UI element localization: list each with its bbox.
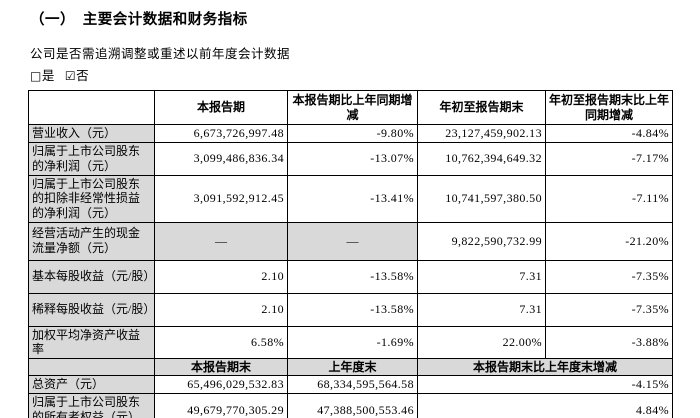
checkbox-unchecked-icon: □ xyxy=(30,69,42,83)
row-label: 营业收入（元） xyxy=(28,124,155,143)
checkbox-yes-label: 是 xyxy=(41,69,55,83)
cell-current-vs-prior: — xyxy=(287,221,418,261)
cell-ytd-vs-prior: -3.88% xyxy=(545,325,673,359)
cell-end-of-period: 49,679,770,305.29 xyxy=(154,393,288,418)
row-label: 归属于上市公司股东的净利润（元） xyxy=(28,141,155,176)
row-label: 加权平均净资产收益率 xyxy=(28,325,155,359)
restatement-checkboxes: □是 ☑否 xyxy=(30,65,99,84)
cell-change: 4.84% xyxy=(417,393,673,418)
cell-current-vs-prior: -13.41% xyxy=(287,174,418,223)
cell-current-period: 6.58% xyxy=(154,325,288,359)
cell-ytd: 9,822,590,732.99 xyxy=(417,221,546,261)
row-label: 稀释每股收益（元/股） xyxy=(28,292,155,327)
table-row-owners-equity: 归属于上市公司股东的所有者权益（元） 49,679,770,305.29 47,… xyxy=(28,393,673,418)
key-financials-table: 本报告期 本报告期比上年同期增减 年初至报告期末 年初至报告期末比上年同期增减 … xyxy=(28,90,673,418)
cell-ytd: 10,762,394,649.32 xyxy=(417,141,546,176)
cell-end-of-prior-year: 68,334,595,564.58 xyxy=(287,375,418,394)
table-header-period: 本报告期 本报告期比上年同期增减 年初至报告期末 年初至报告期末比上年同期增减 xyxy=(28,90,673,125)
row-label: 归属于上市公司股东的扣除非经常性损益的净利润（元） xyxy=(28,174,155,223)
cell-current-period: 6,673,726,997.48 xyxy=(154,124,288,143)
cell-current-period: 3,091,592,912.45 xyxy=(154,174,288,223)
cell-ytd: 22.00% xyxy=(417,325,546,359)
row-label: 总资产（元） xyxy=(28,375,155,394)
cell-ytd-vs-prior: -7.35% xyxy=(545,259,673,294)
header-current-vs-prior: 本报告期比上年同期增减 xyxy=(287,90,418,125)
header-empty-cell xyxy=(28,90,155,125)
table-row-net-profit-excl-nonrecurring: 归属于上市公司股东的扣除非经常性损益的净利润（元） 3,091,592,912.… xyxy=(28,174,673,223)
cell-end-of-prior-year: 47,388,500,553.46 xyxy=(287,393,418,418)
table-header-position: 本报告期末 上年度末 本报告期末比上年度末增减 xyxy=(28,357,673,377)
table-row-diluted-eps: 稀释每股收益（元/股） 2.10 -13.58% 7.31 -7.35% xyxy=(28,292,673,327)
cell-ytd: 10,741,597,380.50 xyxy=(417,174,546,223)
header-current-period: 本报告期 xyxy=(154,90,288,125)
cell-current-period: 2.10 xyxy=(154,259,288,294)
cell-current-period: — xyxy=(154,221,288,261)
cell-current-period: 2.10 xyxy=(154,292,288,327)
row-label: 经营活动产生的现金流量净额（元） xyxy=(28,221,155,261)
table-row-revenue: 营业收入（元） 6,673,726,997.48 -9.80% 23,127,4… xyxy=(28,124,673,143)
cell-ytd-vs-prior: -7.35% xyxy=(545,292,673,327)
header-end-of-prior-year: 上年度末 xyxy=(287,357,418,377)
cell-current-vs-prior: -13.58% xyxy=(287,292,418,327)
cell-ytd-vs-prior: -4.84% xyxy=(545,124,673,143)
checkbox-no-label: 否 xyxy=(76,69,90,83)
header-ytd: 年初至报告期末 xyxy=(417,90,546,125)
table-row-basic-eps: 基本每股收益（元/股） 2.10 -13.58% 7.31 -7.35% xyxy=(28,259,673,294)
cell-current-period: 3,099,486,836.34 xyxy=(154,141,288,176)
header-end-of-period: 本报告期末 xyxy=(154,357,288,377)
checkbox-checked-icon: ☑ xyxy=(64,69,77,83)
checkbox-yes: □是 xyxy=(30,69,55,83)
cell-ytd-vs-prior: -7.17% xyxy=(545,141,673,176)
table-row-weighted-avg-roe: 加权平均净资产收益率 6.58% -1.69% 22.00% -3.88% xyxy=(28,325,673,359)
cell-current-vs-prior: -1.69% xyxy=(287,325,418,359)
table-row-operating-cash-flow: 经营活动产生的现金流量净额（元） — — 9,822,590,732.99 -2… xyxy=(28,221,673,261)
cell-current-vs-prior: -13.07% xyxy=(287,141,418,176)
cell-change: -4.15% xyxy=(417,375,673,394)
cell-current-vs-prior: -9.80% xyxy=(287,124,418,143)
cell-ytd: 7.31 xyxy=(417,259,546,294)
cell-ytd: 7.31 xyxy=(417,292,546,327)
cell-ytd-vs-prior: -21.20% xyxy=(545,221,673,261)
header-empty-cell xyxy=(28,357,155,377)
table-row-net-profit: 归属于上市公司股东的净利润（元） 3,099,486,836.34 -13.07… xyxy=(28,141,673,176)
row-label: 归属于上市公司股东的所有者权益（元） xyxy=(28,393,155,418)
table-row-total-assets: 总资产（元） 65,496,029,532.83 68,334,595,564.… xyxy=(28,375,673,394)
cell-end-of-period: 65,496,029,532.83 xyxy=(154,375,288,394)
cell-ytd-vs-prior: -7.11% xyxy=(545,174,673,223)
checkbox-no: ☑否 xyxy=(65,69,89,83)
cell-current-vs-prior: -13.58% xyxy=(287,259,418,294)
header-ytd-vs-prior: 年初至报告期末比上年同期增减 xyxy=(545,90,673,125)
cell-ytd: 23,127,459,902.13 xyxy=(417,124,546,143)
restatement-question: 公司是否需追溯调整或重述以前年度会计数据 xyxy=(30,47,291,61)
page-title: （一） 主要会计数据和财务指标 xyxy=(30,12,248,28)
header-change-vs-prior-year-end: 本报告期末比上年度末增减 xyxy=(417,357,673,377)
row-label: 基本每股收益（元/股） xyxy=(28,259,155,294)
